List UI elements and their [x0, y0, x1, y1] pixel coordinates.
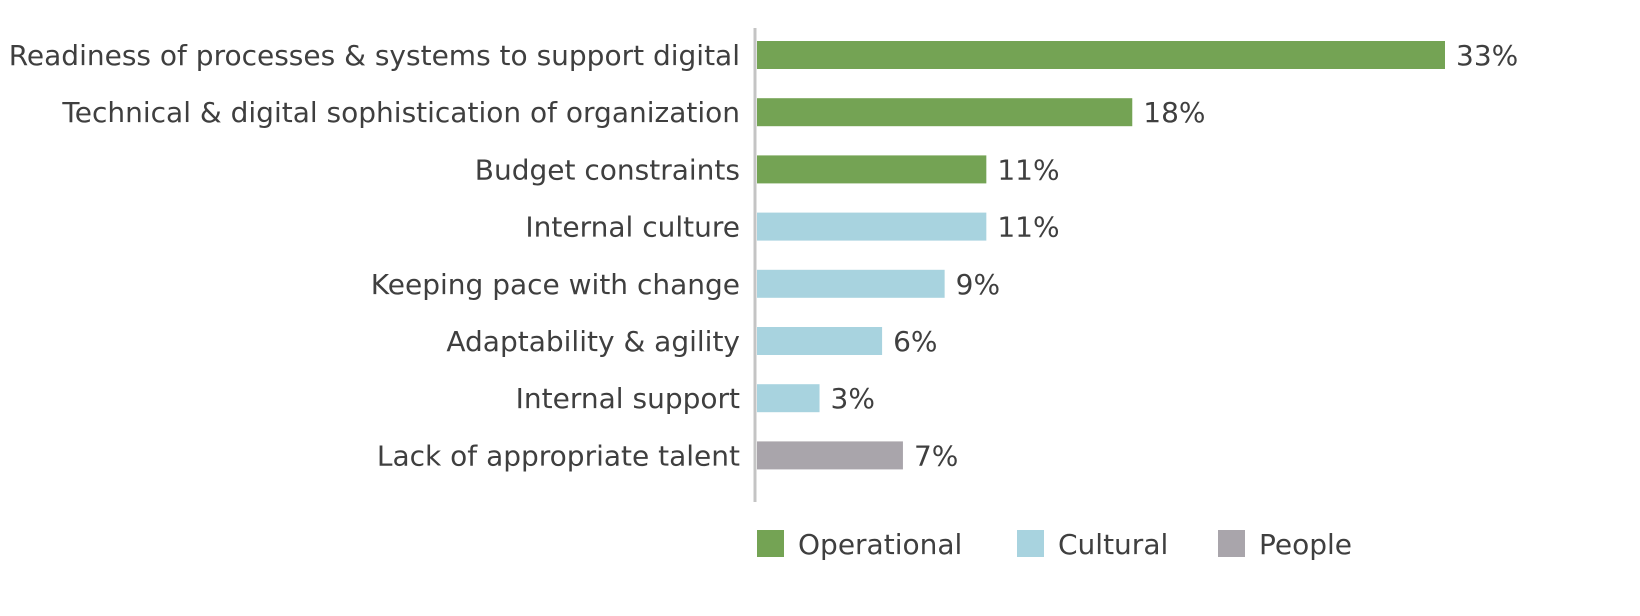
bar-readiness-of-processes-systems-to-support-digital: [757, 41, 1445, 69]
category-label-internal-culture: Internal culture: [525, 211, 740, 244]
category-label-budget-constraints: Budget constraints: [475, 153, 740, 186]
value-label-internal-culture: 11%: [997, 211, 1059, 244]
legend-label-people: People: [1259, 528, 1352, 561]
category-label-internal-support: Internal support: [516, 382, 740, 415]
bars-layer: Readiness of processes & systems to supp…: [9, 39, 1519, 472]
value-label-keeping-pace-with-change: 9%: [956, 268, 1000, 301]
bar-lack-of-appropriate-talent: [757, 441, 903, 470]
value-label-adaptability-agility: 6%: [893, 325, 937, 358]
legend-label-cultural: Cultural: [1058, 528, 1168, 561]
legend-label-operational: Operational: [798, 528, 962, 561]
bar-adaptability-agility: [757, 327, 883, 355]
category-label-technical-digital-sophistication-of-organization: Technical & digital sophistication of or…: [61, 96, 740, 129]
category-label-readiness-of-processes-systems-to-support-digital: Readiness of processes & systems to supp…: [9, 39, 740, 72]
value-label-internal-support: 3%: [831, 382, 875, 415]
bar-budget-constraints: [757, 155, 987, 184]
category-label-keeping-pace-with-change: Keeping pace with change: [371, 268, 740, 301]
legend-swatch-people: [1218, 530, 1245, 557]
bar-keeping-pace-with-change: [757, 269, 945, 298]
category-label-lack-of-appropriate-talent: Lack of appropriate talent: [377, 439, 740, 472]
bar-internal-culture: [757, 212, 987, 241]
legend-swatch-cultural: [1017, 530, 1044, 557]
value-label-budget-constraints: 11%: [997, 153, 1059, 186]
bar-technical-digital-sophistication-of-organization: [757, 98, 1133, 127]
category-label-adaptability-agility: Adaptability & agility: [446, 325, 740, 358]
value-label-technical-digital-sophistication-of-organization: 18%: [1143, 96, 1205, 129]
value-label-readiness-of-processes-systems-to-support-digital: 33%: [1456, 39, 1518, 72]
legend-swatch-operational: [757, 530, 784, 557]
value-label-lack-of-appropriate-talent: 7%: [914, 439, 958, 472]
legend: Operational Cultural People: [757, 528, 1352, 561]
bar-internal-support: [757, 384, 820, 413]
